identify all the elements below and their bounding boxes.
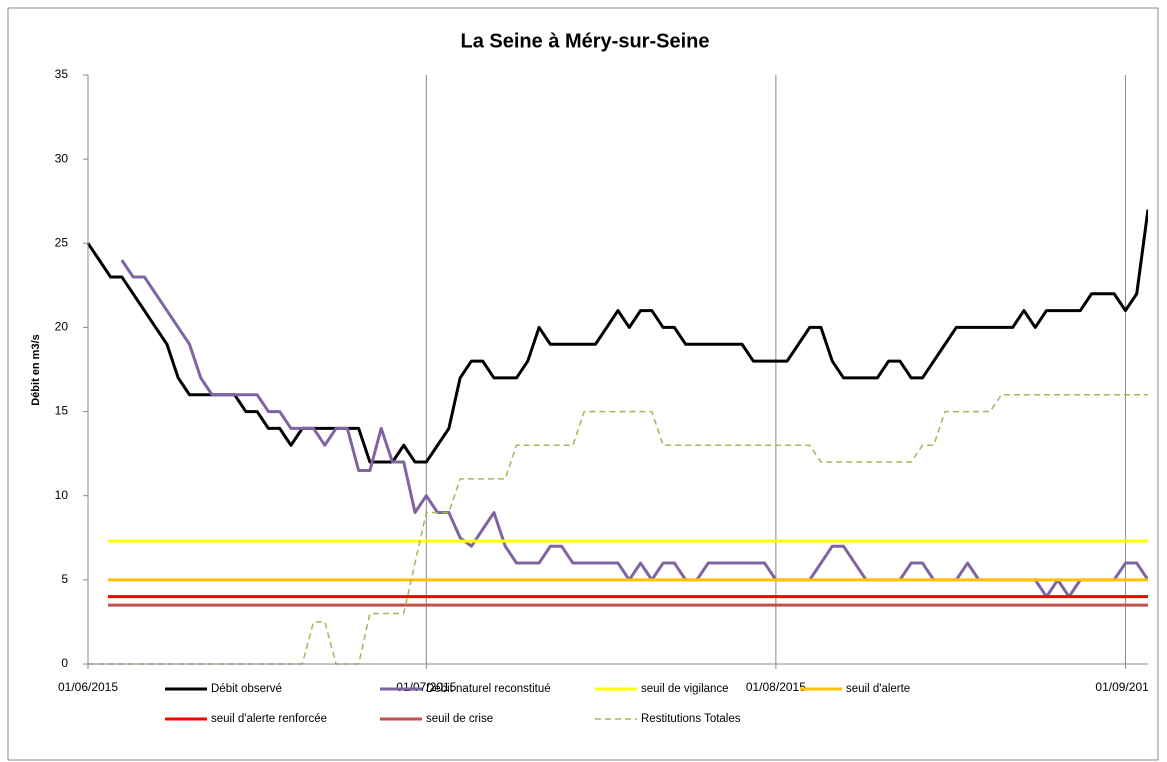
legend-label: Restitutions Totales — [641, 713, 741, 725]
x-tick-label: 01/06/2015 — [58, 680, 118, 694]
y-tick-label: 0 — [61, 656, 68, 670]
y-tick-label: 30 — [55, 151, 69, 165]
series-line — [86, 209, 1148, 464]
y-tick-label: 5 — [61, 572, 68, 586]
plot: 01/06/2015 01/07/2015 01/08/2015 01/09/2015 — [58, 75, 1155, 694]
legend-label: seuil de crise — [426, 713, 493, 725]
y-tick-label: 10 — [55, 488, 69, 502]
legend-label: seuil de vigilance — [641, 683, 729, 695]
x-tick-label: 01/09/2015 — [1095, 680, 1155, 694]
y-tick-label: 15 — [55, 404, 69, 418]
chart-border — [7, 7, 1159, 761]
y-tick-label: 25 — [55, 235, 69, 249]
y-tick-label: 35 — [55, 67, 69, 81]
legend-label: seuil d'alerte — [846, 683, 910, 695]
series-line — [120, 259, 1148, 599]
x-tick-label: 01/07/2015 — [396, 680, 456, 694]
chart-title: La Seine à Méry-sur-Seine — [461, 30, 710, 52]
y-axis-label: Débit en m3/s — [30, 334, 42, 406]
legend-label: Débit observé — [211, 683, 282, 695]
legend-label: Débit naturel reconstitué — [426, 683, 551, 695]
legend-label: seuil d'alerte renforcée — [211, 713, 327, 725]
x-tick-label: 01/08/2015 — [746, 680, 806, 694]
y-tick-label: 20 — [55, 320, 69, 334]
